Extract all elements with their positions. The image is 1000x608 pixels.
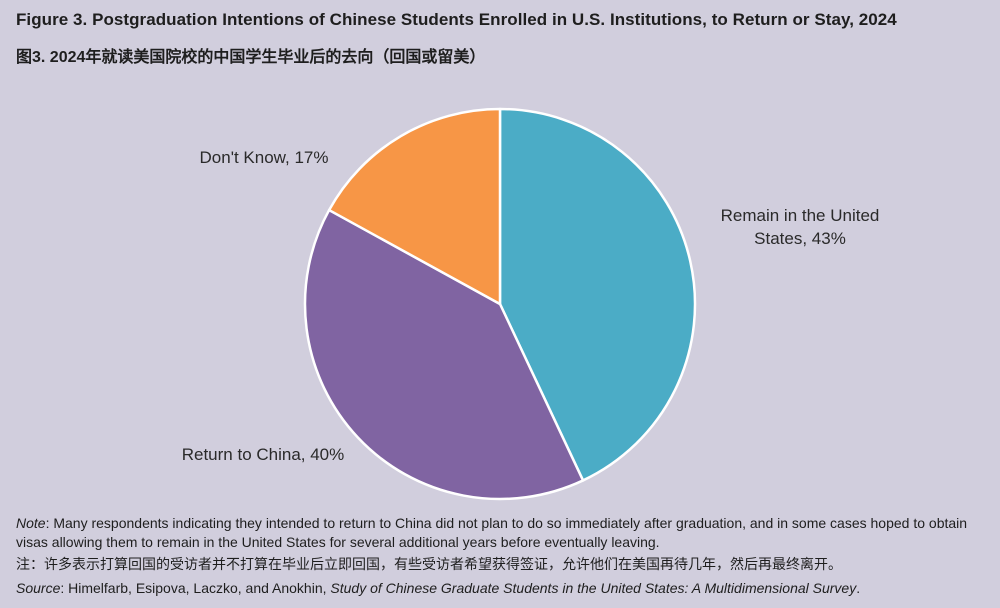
note-text: : Many respondents indicating they inten… bbox=[16, 515, 968, 550]
source-label: Source bbox=[16, 580, 61, 596]
source-line: Source: Himelfarb, Esipova, Laczko, and … bbox=[16, 579, 986, 598]
pie-slice-return-to-china bbox=[303, 208, 585, 501]
pie-slice-don-t-know bbox=[327, 107, 502, 306]
note-label: Note bbox=[16, 515, 46, 531]
figure-title-en: Figure 3. Postgraduation Intentions of C… bbox=[16, 10, 897, 29]
source-end: . bbox=[856, 580, 861, 596]
source-prefix: : Himelfarb, Esipova, Laczko, and Anokhi… bbox=[60, 580, 331, 596]
slice-label-remain-in-the-united-states: Remain in the United States, 43% bbox=[721, 206, 880, 248]
pie-slice-remain-in-the-united-states bbox=[498, 107, 697, 482]
note-zh: 注：许多表示打算回国的受访者并不打算在毕业后立即回国，有些受访者希望获得签证，允… bbox=[16, 556, 842, 572]
figure-title-zh: 图3. 2024年就读美国院校的中国学生毕业后的去向（回国或留美） bbox=[16, 49, 486, 66]
footnotes: Note: Many respondents indicating they i… bbox=[16, 514, 986, 598]
source-title: Study of Chinese Graduate Students in th… bbox=[330, 580, 857, 596]
slice-label-don-t-know: Don't Know, 17% bbox=[200, 148, 329, 167]
note-en: Note: Many respondents indicating they i… bbox=[16, 514, 986, 552]
slice-label-return-to-china: Return to China, 40% bbox=[182, 445, 345, 464]
